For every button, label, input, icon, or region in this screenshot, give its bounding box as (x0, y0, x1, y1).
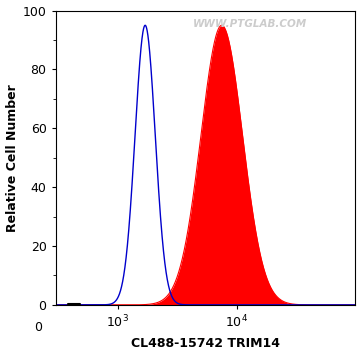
Text: WWW.PTGLAB.COM: WWW.PTGLAB.COM (193, 19, 308, 30)
X-axis label: CL488-15742 TRIM14: CL488-15742 TRIM14 (131, 337, 280, 350)
Y-axis label: Relative Cell Number: Relative Cell Number (5, 84, 18, 232)
Text: 0: 0 (34, 321, 42, 334)
